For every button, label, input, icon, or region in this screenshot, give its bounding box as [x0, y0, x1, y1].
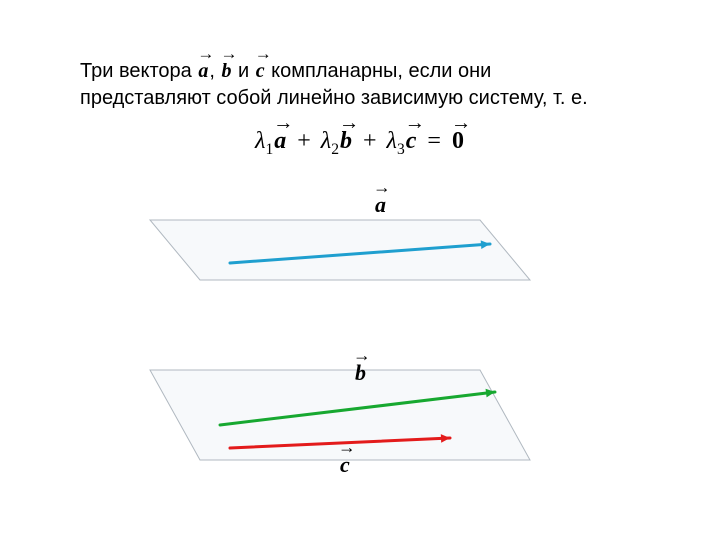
arrow-over-icon: →	[220, 49, 232, 59]
text-line2: представляют собой линейно зависимую сис…	[80, 87, 588, 109]
vec-b-inline: →b	[220, 58, 232, 85]
sep1: ,	[209, 60, 220, 82]
formula-vec-a: →a	[273, 128, 287, 155]
arrow-over-icon: →	[197, 49, 209, 59]
formula-zero-vec: →0	[451, 128, 465, 155]
arrow-over-icon: →	[405, 117, 418, 129]
vec-c-inline: →c	[255, 58, 266, 85]
arrow-over-icon: →	[273, 117, 287, 129]
arrow-over-icon: →	[353, 350, 368, 361]
vector-label-b: → b	[355, 360, 366, 386]
formula-vec-c: →c	[405, 128, 418, 155]
arrow-over-icon: →	[451, 117, 465, 129]
vector-label-a: → a	[375, 192, 386, 218]
definition-text: Три вектора →a, →b и →c компланарны, есл…	[80, 58, 640, 112]
sep2: и	[232, 60, 254, 82]
vec-a-inline: →a	[197, 58, 209, 85]
formula-vec-b: →b	[339, 128, 353, 155]
arrow-over-icon: →	[339, 117, 353, 129]
arrow-over-icon: →	[338, 442, 352, 453]
text-prefix: Три вектора	[80, 60, 197, 82]
slide: Три вектора →a, →b и →c компланарны, есл…	[0, 0, 720, 540]
vector-diagram: → a → b → c	[140, 200, 580, 500]
arrow-over-icon: →	[255, 49, 266, 59]
text-mid: компланарны, если они	[266, 60, 492, 82]
formula: λ1→a + λ2→b + λ3→c = →0	[0, 128, 720, 159]
arrow-over-icon: →	[373, 182, 388, 193]
vector-label-c: → c	[340, 452, 350, 478]
